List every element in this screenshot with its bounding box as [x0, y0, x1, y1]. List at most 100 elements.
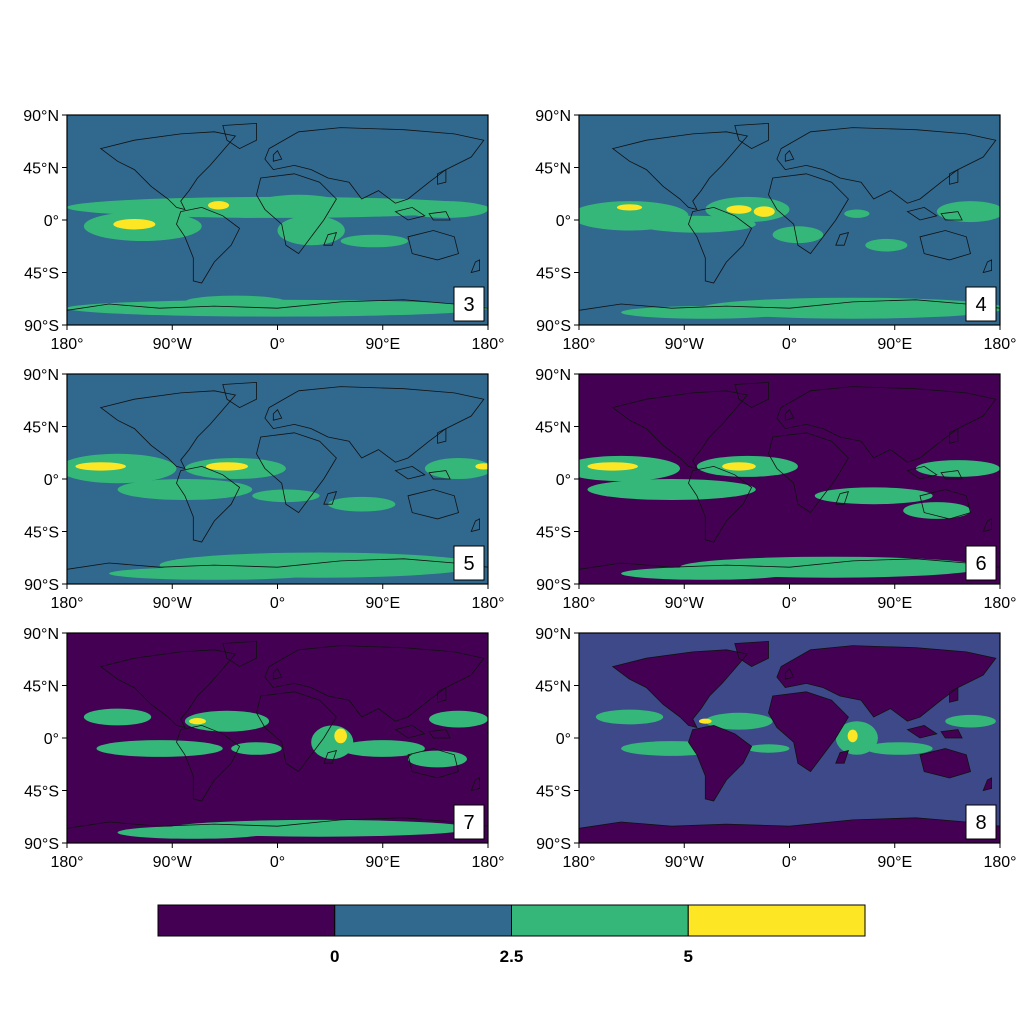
field-contour	[184, 295, 286, 309]
coastline	[776, 386, 997, 463]
coastline	[734, 640, 769, 668]
axis-ticks	[62, 373, 489, 589]
panel-label-box	[965, 804, 997, 840]
lat-tick-label: 0°	[44, 731, 59, 748]
field-contour	[117, 479, 253, 500]
coastline	[949, 427, 959, 444]
lon-tick-label: 90°W	[665, 854, 705, 871]
panel-label-box	[965, 286, 997, 322]
field-contour	[705, 712, 773, 730]
field-contour	[936, 201, 1000, 223]
map-field	[67, 633, 488, 843]
coastline	[437, 168, 447, 185]
coastline	[949, 686, 959, 703]
colorbar: 0 2.5 5	[157, 904, 866, 966]
lon-tick-label: 180°	[471, 595, 504, 612]
land-field	[612, 649, 748, 728]
field-contour	[340, 234, 409, 248]
lat-tick-label: 90°S	[24, 836, 59, 853]
lon-tick-label: 90°W	[153, 336, 193, 353]
coastline	[272, 668, 283, 680]
coastline	[256, 173, 337, 255]
lon-tick-label: 0°	[270, 854, 285, 871]
coastline	[734, 122, 769, 150]
field-contour	[75, 462, 126, 471]
lon-tick-label: 180°	[50, 336, 83, 353]
coastline	[264, 645, 485, 722]
coastline	[835, 232, 850, 246]
lat-tick-label: 0°	[556, 472, 571, 489]
coastline	[611, 649, 749, 729]
coastline	[784, 150, 795, 162]
coastline	[768, 173, 849, 255]
coastline	[176, 206, 241, 284]
colorbar-bin	[334, 904, 512, 937]
lat-tick-label: 90°S	[536, 836, 571, 853]
coastline	[579, 817, 1000, 843]
lat-tick-label: 90°N	[535, 108, 571, 125]
field-contour	[475, 463, 488, 470]
lon-tick-label: 180°	[471, 336, 504, 353]
lon-tick-label: 90°W	[665, 336, 705, 353]
coastline	[982, 518, 992, 533]
coastline	[611, 390, 749, 470]
field-contour	[865, 238, 908, 252]
colorbar-bin	[157, 904, 336, 937]
field-contour	[753, 206, 775, 217]
land-field	[941, 729, 963, 738]
coastline	[99, 390, 237, 470]
lon-tick-label: 180°	[562, 336, 595, 353]
coastline	[222, 122, 257, 150]
lat-tick-label: 45°N	[23, 420, 59, 437]
coastline	[323, 232, 338, 246]
field-contour	[722, 462, 756, 471]
lat-tick-label: 45°S	[536, 525, 571, 542]
lat-tick-label: 90°S	[536, 577, 571, 594]
coastline	[394, 465, 426, 480]
lon-tick-label: 180°	[983, 595, 1016, 612]
coastline	[688, 206, 753, 284]
coastline	[407, 489, 459, 520]
colorbar-tick-label: 2.5	[500, 947, 524, 966]
coastline	[407, 748, 459, 779]
map-field	[67, 374, 488, 584]
axis-ticks	[574, 632, 1001, 848]
panel-label-box	[965, 545, 997, 581]
land-field	[688, 725, 752, 801]
field-contour	[256, 194, 341, 212]
axis-ticks	[62, 632, 489, 848]
field-contour	[621, 306, 790, 319]
field-contour	[113, 218, 156, 230]
land-field	[768, 691, 849, 772]
field-contour	[189, 718, 206, 725]
coastline	[949, 168, 959, 185]
colorbar-tick-label: 5	[684, 947, 693, 966]
coastline	[176, 465, 241, 543]
coastline	[222, 381, 257, 409]
lat-tick-label: 90°N	[535, 626, 571, 643]
coastline	[919, 748, 971, 779]
field-contour	[328, 496, 396, 512]
panel-label: 8	[975, 812, 986, 834]
coastline	[919, 489, 971, 520]
panel-label: 4	[975, 294, 986, 316]
field-contour	[595, 709, 664, 725]
coastline	[906, 724, 938, 739]
lat-tick-label: 90°S	[536, 318, 571, 335]
field-contour	[847, 729, 858, 743]
lat-tick-label: 45°S	[24, 266, 59, 283]
field-contour	[231, 742, 282, 755]
lat-tick-label: 45°S	[536, 784, 571, 801]
lon-tick-label: 180°	[562, 854, 595, 871]
coastline	[734, 381, 769, 409]
map-field	[579, 115, 1000, 325]
lon-tick-label: 180°	[471, 854, 504, 871]
panel-label-box	[453, 286, 485, 322]
lat-tick-label: 90°N	[23, 626, 59, 643]
field-contour	[117, 826, 270, 839]
lon-tick-label: 0°	[782, 336, 797, 353]
lat-tick-label: 45°S	[24, 784, 59, 801]
